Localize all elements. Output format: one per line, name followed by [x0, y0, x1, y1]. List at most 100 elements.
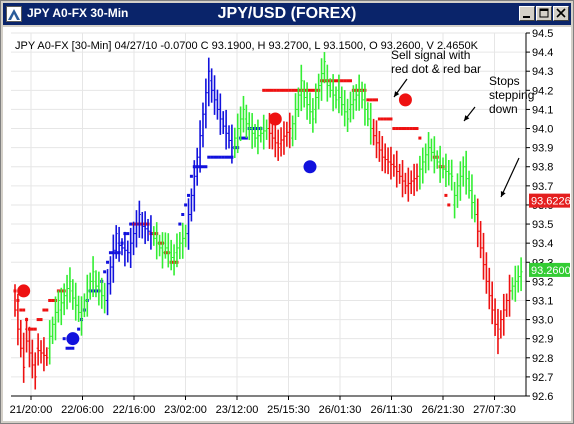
price-bar — [204, 78, 208, 129]
price-bar — [77, 295, 81, 322]
price-bar — [418, 155, 422, 190]
price-bar — [108, 256, 112, 295]
stop-dot — [308, 88, 312, 92]
price-bar — [140, 211, 144, 239]
stop-dot — [30, 327, 34, 331]
price-bar — [299, 64, 303, 112]
price-bar — [285, 121, 289, 147]
stop-dot — [36, 318, 40, 322]
price-bar — [117, 226, 121, 262]
price-bar — [91, 256, 95, 298]
price-bar — [392, 154, 396, 177]
close-button[interactable] — [553, 6, 569, 21]
stop-dot — [291, 88, 295, 92]
price-bar — [19, 320, 23, 358]
stop-dot — [418, 136, 422, 140]
price-bar — [146, 218, 150, 242]
price-bar — [27, 326, 31, 368]
price-bar — [424, 143, 428, 174]
price-bar — [256, 119, 260, 155]
price-bar — [328, 78, 332, 98]
price-bar — [114, 225, 118, 259]
price-bar — [513, 265, 517, 302]
minimize-button[interactable] — [519, 6, 535, 21]
price-bar — [441, 157, 445, 179]
price-bar — [279, 127, 283, 157]
y-tick-label: 93.4 — [532, 238, 553, 250]
price-bar — [195, 147, 199, 186]
stop-dot — [270, 88, 274, 92]
y-tick-label: 93.5 — [532, 219, 553, 231]
price-bar — [510, 277, 514, 300]
x-tick-label: 26/21:30 — [422, 404, 465, 416]
y-tick-label: 92.6 — [532, 391, 553, 403]
price-bar — [132, 221, 136, 256]
price-bar — [160, 232, 164, 269]
price-bar — [369, 102, 373, 145]
stop-dot — [262, 88, 266, 92]
price-bar — [314, 83, 318, 124]
price-bar — [13, 284, 17, 317]
stop-dot — [412, 127, 416, 131]
price-bar — [97, 271, 101, 306]
price-bar — [334, 86, 338, 109]
price-bar — [265, 119, 269, 140]
price-bar — [106, 269, 110, 316]
price-bar — [169, 239, 173, 271]
price-bar — [53, 296, 57, 341]
y-tick-label: 94.1 — [532, 104, 553, 116]
stop-dot — [65, 346, 69, 350]
stop-dot — [447, 203, 451, 207]
stop-dot — [62, 337, 66, 341]
price-bar — [68, 267, 72, 303]
price-bar — [438, 145, 442, 183]
price-bar — [247, 112, 251, 141]
price-bar — [187, 198, 191, 250]
stop-dot — [68, 346, 72, 350]
price-bar — [39, 340, 43, 364]
price-bar — [499, 310, 503, 339]
price-bar — [357, 74, 361, 111]
price-bar — [172, 244, 176, 276]
price-tag-label: 93.2600 — [531, 265, 571, 277]
price-bar — [198, 120, 202, 173]
maximize-button[interactable] — [536, 6, 552, 21]
price-chart[interactable]: 92.692.792.892.993.093.193.293.393.493.5… — [3, 27, 571, 421]
price-bar — [270, 122, 274, 150]
y-tick-label: 94.2 — [532, 85, 553, 97]
price-bar — [137, 200, 141, 238]
price-bar — [493, 298, 497, 336]
price-bar — [375, 120, 379, 159]
y-tick-label: 94.4 — [532, 47, 553, 59]
price-bar — [305, 82, 309, 120]
price-bar — [100, 277, 104, 309]
price-bar — [230, 124, 234, 164]
price-bar — [163, 232, 167, 259]
stop-dot — [71, 346, 75, 350]
price-bar — [467, 170, 471, 199]
price-bar — [505, 293, 509, 317]
title-bar[interactable]: JPY A0-FX 30-Min JPY/USD (FOREX) — [3, 3, 571, 25]
price-bar — [59, 287, 63, 326]
price-bar — [348, 91, 352, 123]
price-bar — [482, 232, 486, 280]
stop-dot — [389, 117, 393, 121]
price-bar — [453, 181, 457, 219]
price-bar — [401, 160, 405, 198]
stop-dot — [375, 98, 379, 102]
stop-dot — [227, 155, 231, 159]
price-bar — [360, 81, 364, 109]
arrow-icon — [393, 78, 408, 98]
price-bar — [120, 238, 124, 256]
price-bar — [80, 296, 84, 336]
stop-dot — [369, 98, 373, 102]
price-bar — [189, 188, 193, 222]
price-bar — [134, 210, 138, 248]
price-bar — [340, 86, 344, 116]
price-bar — [213, 75, 217, 115]
price-bar — [82, 293, 86, 318]
price-bar — [129, 227, 133, 268]
price-bar — [461, 156, 465, 187]
price-bar — [487, 267, 491, 310]
